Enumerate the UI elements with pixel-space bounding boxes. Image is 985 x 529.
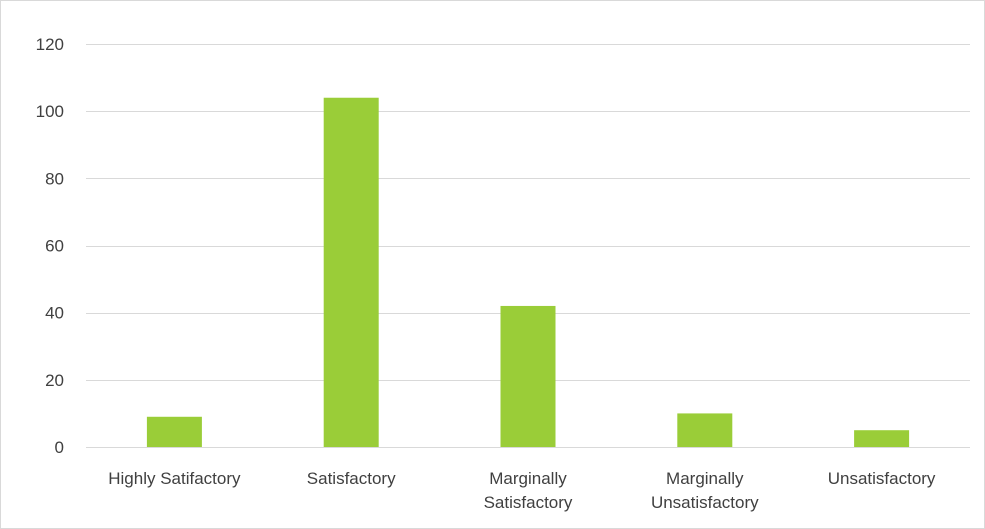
bars [146, 97, 910, 447]
y-tick-label-60: 60 [45, 237, 64, 256]
bar-4 [677, 413, 733, 447]
bar-3 [500, 305, 556, 447]
x-category-label-line: Satisfactory [307, 469, 396, 488]
x-category-label-line: Unsatisfactory [828, 469, 936, 488]
y-tick-label-20: 20 [45, 371, 64, 390]
x-category-label-line: Satisfactory [484, 493, 573, 512]
x-category-label-1: Highly Satifactory [108, 469, 241, 488]
bar-1 [146, 416, 202, 447]
x-category-label-line: Highly Satifactory [108, 469, 241, 488]
y-tick-label-100: 100 [36, 102, 64, 121]
y-tick-label-40: 40 [45, 304, 64, 323]
x-category-label-line: Marginally [666, 469, 744, 488]
bar-5 [854, 430, 910, 447]
x-axis-category-labels: Highly Satifactory Satisfactory Marginally… [108, 469, 936, 512]
x-category-label-line: Marginally [489, 469, 567, 488]
y-tick-label-120: 120 [36, 35, 64, 54]
x-category-label-3: Marginally Satisfactory [484, 469, 573, 512]
y-tick-label-0: 0 [55, 438, 64, 457]
x-category-label-line: Unsatisfactory [651, 493, 759, 512]
x-category-label-4: Marginally Unsatisfactory [651, 469, 759, 512]
x-category-label-2: Satisfactory [307, 469, 396, 488]
y-tick-label-80: 80 [45, 169, 64, 188]
y-axis-tick-labels: 0 20 40 60 80 100 120 [36, 35, 64, 457]
x-category-label-5: Unsatisfactory [828, 469, 936, 488]
bar-2 [323, 97, 379, 447]
